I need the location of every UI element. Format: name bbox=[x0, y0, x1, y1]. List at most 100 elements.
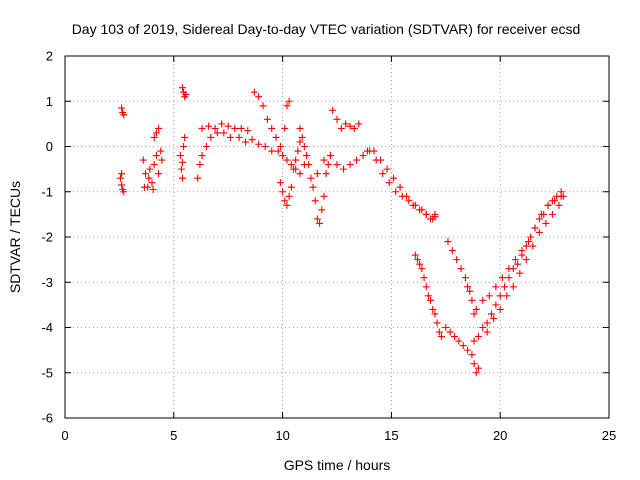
y-tick-label: 2 bbox=[46, 49, 53, 64]
data-point-descent bbox=[422, 283, 430, 291]
data-point-descent bbox=[459, 342, 467, 350]
data-point-upper_strands bbox=[259, 102, 267, 110]
data-point-upper_dip bbox=[466, 287, 474, 295]
data-point-descent bbox=[470, 360, 478, 368]
data-point-upper_strands bbox=[377, 156, 385, 164]
data-point-early_lower bbox=[139, 156, 147, 164]
data-point-upper_strands bbox=[244, 127, 252, 135]
data-point-main_trace bbox=[255, 140, 263, 148]
data-point-main_trace bbox=[340, 165, 348, 173]
data-point-main_trace bbox=[379, 170, 387, 178]
data-point-descent bbox=[420, 274, 428, 282]
data-point-upper_strands bbox=[231, 124, 239, 132]
data-point-side_strands bbox=[318, 206, 326, 214]
data-point-main_trace bbox=[283, 156, 291, 164]
data-point-main_trace bbox=[392, 188, 400, 196]
data-point-descent bbox=[418, 265, 426, 273]
data-point-main_trace bbox=[198, 152, 206, 160]
data-point-descent bbox=[468, 351, 476, 359]
data-point-early_lower bbox=[179, 158, 187, 166]
data-point-main_trace bbox=[194, 174, 202, 182]
plot-frame bbox=[64, 55, 610, 419]
data-point-descent bbox=[446, 328, 454, 336]
data-point-side_strands bbox=[294, 147, 302, 155]
data-point-descent bbox=[451, 333, 459, 341]
data-point-upper_strands bbox=[211, 124, 219, 132]
data-point-early_lower bbox=[157, 147, 165, 155]
data-point-early_lower bbox=[149, 185, 157, 193]
data-point-main_trace bbox=[346, 161, 354, 169]
data-point-upper_strands bbox=[250, 88, 258, 96]
x-tick-label: 20 bbox=[493, 428, 507, 443]
data-point-rise bbox=[514, 260, 522, 268]
data-point-rise bbox=[501, 283, 509, 291]
data-point-main_trace bbox=[353, 156, 361, 164]
data-point-descent bbox=[442, 324, 450, 331]
data-point-early_lower bbox=[177, 165, 185, 173]
data-point-main_trace bbox=[220, 129, 228, 137]
data-point-upper_strands bbox=[285, 97, 293, 105]
data-point-main_trace bbox=[359, 152, 367, 160]
data-point-upper_strands bbox=[355, 120, 363, 128]
data-point-main_trace bbox=[274, 147, 282, 155]
data-point-early_upper bbox=[150, 133, 158, 141]
data-point-descent bbox=[427, 296, 435, 304]
data-point-side_strands bbox=[292, 156, 300, 164]
data-point-early_lower bbox=[179, 174, 187, 182]
data-point-side_strands bbox=[303, 152, 311, 160]
data-point-early_lower bbox=[152, 152, 160, 160]
data-point-main_trace bbox=[235, 133, 243, 141]
data-point-side_strands bbox=[279, 188, 287, 196]
data-point-main_trace bbox=[307, 174, 315, 182]
x-tick-label: 15 bbox=[384, 428, 398, 443]
data-point-upper_strands bbox=[268, 124, 276, 132]
data-point-main_trace bbox=[287, 161, 295, 169]
data-point-early_upper bbox=[118, 104, 126, 112]
data-point-side_strands bbox=[311, 197, 319, 205]
data-point-main_trace bbox=[213, 129, 221, 137]
data-point-rise_upper bbox=[498, 274, 506, 282]
data-point-early_upper bbox=[155, 124, 163, 132]
data-point-rise_lower bbox=[548, 210, 556, 218]
data-point-rise_lower bbox=[535, 228, 543, 236]
data-point-rise_lower bbox=[555, 201, 563, 209]
data-point-rise_upper bbox=[538, 210, 546, 218]
data-point-descent bbox=[411, 251, 419, 259]
data-point-rise_upper bbox=[524, 238, 532, 246]
data-point-early_lower bbox=[158, 156, 166, 164]
x-tick-label: 5 bbox=[170, 428, 177, 443]
data-point-rise_lower bbox=[509, 283, 517, 291]
data-point-descent bbox=[435, 328, 443, 336]
data-point-early_lower bbox=[180, 143, 188, 150]
data-point-early_lower bbox=[140, 183, 148, 191]
data-point-rise_upper bbox=[505, 265, 513, 273]
data-point-upper_strands bbox=[224, 122, 232, 130]
data-point-rise bbox=[496, 292, 504, 300]
data-point-upper_strands bbox=[422, 210, 430, 218]
data-point-main_trace bbox=[248, 136, 256, 144]
data-point-main_trace bbox=[242, 138, 250, 146]
data-point-upper_dip bbox=[444, 238, 452, 246]
data-point-rise_lower bbox=[516, 269, 524, 277]
data-point-side_strands bbox=[276, 179, 284, 187]
data-point-upper_dip bbox=[448, 247, 456, 255]
data-point-side_strands bbox=[287, 183, 295, 191]
data-point-early_lower bbox=[155, 170, 163, 178]
y-tick-label: -3 bbox=[41, 275, 53, 290]
data-point-upper_strands bbox=[403, 192, 411, 200]
y-axis-label: SDTVAR / TECUs bbox=[7, 181, 23, 293]
data-point-upper_strands bbox=[237, 124, 245, 132]
data-point-main_trace bbox=[268, 147, 276, 155]
data-point-rise_upper bbox=[531, 224, 539, 232]
data-point-early_lower bbox=[118, 181, 126, 189]
data-point-upper_strands bbox=[198, 124, 206, 132]
data-point-early_lower bbox=[145, 174, 153, 182]
data-point-descent bbox=[424, 292, 432, 300]
data-point-rise bbox=[492, 301, 500, 309]
x-axis-label: GPS time / hours bbox=[284, 457, 391, 473]
data-point-descent bbox=[431, 310, 439, 318]
data-point-main_trace bbox=[202, 143, 210, 150]
data-point-upper_strands bbox=[350, 124, 358, 132]
data-point-rise_lower bbox=[503, 292, 511, 300]
